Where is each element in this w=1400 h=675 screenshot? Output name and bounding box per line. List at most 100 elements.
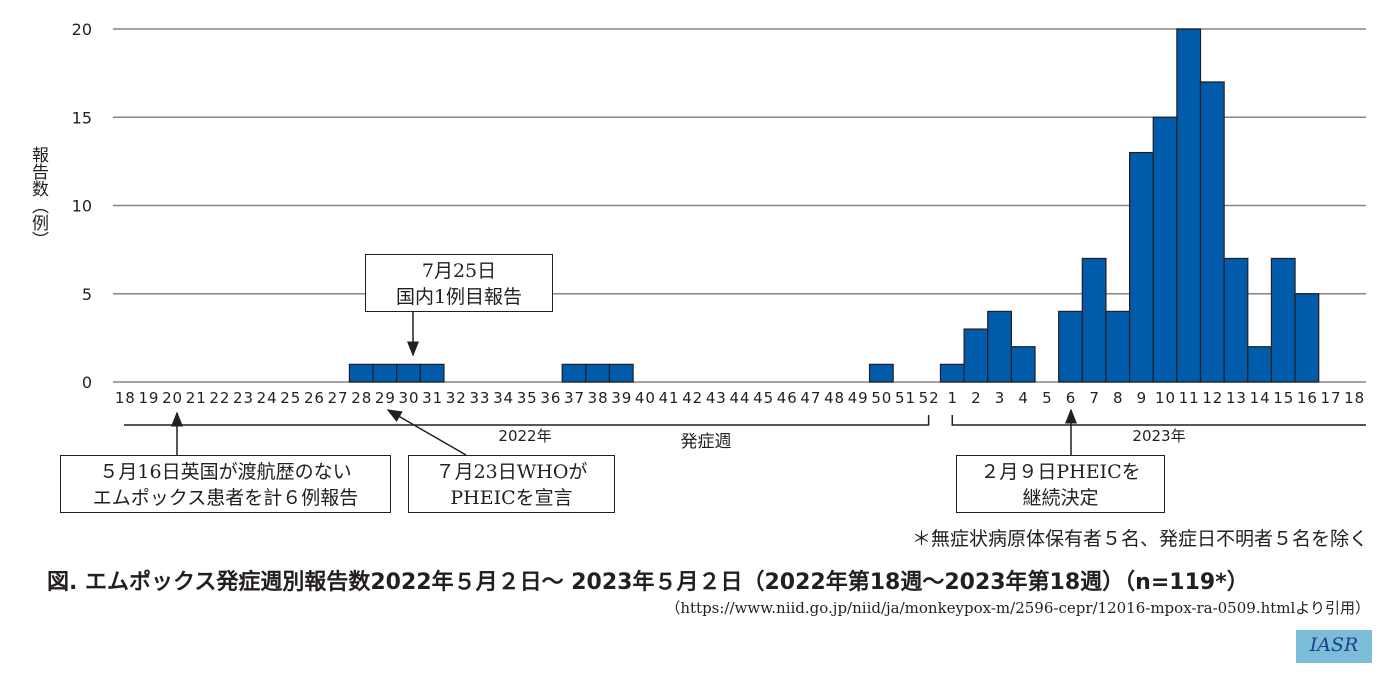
bar-week-3: [987, 310, 1012, 383]
x-tick-label: 50: [871, 389, 891, 407]
x-tick-label: 3: [995, 389, 1005, 407]
annotation-line: PHEICを宣言: [450, 487, 573, 509]
bar-week-16: [1294, 293, 1320, 383]
x-tick-label: 41: [659, 389, 679, 407]
x-tick-label: 2: [971, 389, 981, 407]
x-tick-label: 46: [777, 389, 797, 407]
bar-week-39: [608, 363, 634, 383]
x-tick-label: 44: [730, 389, 750, 407]
bar-week-30: [396, 363, 421, 383]
bar-week-29: [372, 363, 398, 383]
x-tick-label: 36: [540, 389, 560, 407]
x-tick-label: 18: [115, 389, 135, 407]
y-axis-label: 報告数（例）: [28, 146, 48, 248]
x-tick-label: 48: [824, 389, 844, 407]
x-tick-label: 51: [895, 389, 915, 407]
x-tick-label: 39: [611, 389, 631, 407]
bar-week-7: [1081, 257, 1107, 383]
annotation-line: 7月25日: [421, 260, 497, 282]
annotation-line: 継続決定: [1022, 487, 1099, 509]
x-tick-label: 7: [1089, 389, 1099, 407]
bar-week-8: [1105, 310, 1131, 383]
x-tick-label: 1: [948, 389, 958, 407]
x-tick-label: 26: [304, 389, 324, 407]
x-tick-label: 31: [422, 389, 442, 407]
bar-week-38: [585, 363, 611, 383]
annotation-uk-report: ５月16日英国が渡航歴のない エムポックス患者を計６例報告: [60, 455, 391, 513]
year-bracket-2023: [951, 415, 1366, 426]
annotation-who-pheic: ７月23日WHOが PHEICを宣言: [408, 455, 615, 513]
bar-week-1: [939, 363, 965, 383]
y-tick-label: 20: [72, 20, 92, 39]
x-tick-label: 35: [517, 389, 537, 407]
x-tick-label: 49: [848, 389, 868, 407]
x-tick-label: 29: [375, 389, 395, 407]
x-tick-label: 24: [257, 389, 277, 407]
footnote: ＊無症状病原体保有者５名、発症日不明者５名を除く: [911, 528, 1368, 550]
x-tick-label: 15: [1273, 389, 1293, 407]
x-tick-label: 28: [351, 389, 371, 407]
x-tick-label: 40: [635, 389, 655, 407]
year-label-2023: 2023年: [1132, 427, 1185, 445]
y-tick-label: 0: [82, 373, 92, 392]
x-tick-label: 16: [1297, 389, 1317, 407]
x-tick-label: 30: [399, 389, 419, 407]
bar-week-14: [1247, 346, 1273, 383]
x-tick-label: 33: [469, 389, 489, 407]
figure-title: 図. エムポックス発症週別報告数2022年５月２日～ 2023年５月２日（202…: [47, 570, 1249, 595]
bar-week-6: [1058, 310, 1083, 383]
x-tick-label: 43: [706, 389, 726, 407]
bar-week-13: [1223, 257, 1249, 383]
x-tick-label: 21: [186, 389, 206, 407]
x-tick-label: 9: [1137, 389, 1147, 407]
x-tick-label: 8: [1113, 389, 1123, 407]
bar-week-28: [348, 363, 374, 383]
source-citation: （https://www.niid.go.jp/niid/ja/monkeypo…: [665, 599, 1370, 617]
annotation-line: エムポックス患者を計６例報告: [92, 487, 359, 509]
x-tick-label: 4: [1018, 389, 1028, 407]
x-tick-label: 6: [1066, 389, 1076, 407]
annotation-line: ７月23日WHOが: [435, 461, 588, 483]
annotation-line: ２月９日PHEICを: [980, 461, 1141, 483]
x-tick-label: 14: [1250, 389, 1270, 407]
iasr-logo: IASR: [1296, 630, 1372, 663]
x-tick-label: 17: [1321, 389, 1341, 407]
x-tick-label: 22: [209, 389, 229, 407]
bar-week-12: [1199, 81, 1225, 383]
year-bracket-2022: [124, 415, 930, 426]
bar-week-9: [1128, 151, 1154, 383]
y-tick-label: 15: [72, 108, 92, 127]
x-tick-label: 52: [919, 389, 939, 407]
bar-week-10: [1152, 116, 1178, 383]
x-tick-label: 45: [753, 389, 773, 407]
x-tick-label: 34: [493, 389, 513, 407]
x-tick-label: 32: [446, 389, 466, 407]
bar-week-2: [963, 328, 989, 383]
bar-week-4: [1010, 346, 1036, 383]
bar-week-37: [561, 363, 587, 383]
y-tick-label: 10: [72, 197, 92, 216]
x-tick-label: 20: [162, 389, 182, 407]
x-tick-label: 38: [588, 389, 608, 407]
annotation-line: 国内1例目報告: [395, 286, 523, 308]
x-tick-label: 47: [800, 389, 820, 407]
x-axis-label: 発症週: [681, 432, 732, 452]
annotation-first-domestic-case: 7月25日 国内1例目報告: [365, 254, 553, 312]
x-tick-label: 5: [1042, 389, 1052, 407]
y-tick-label: 5: [82, 285, 92, 304]
x-tick-label: 10: [1155, 389, 1175, 407]
year-label-2022: 2022年: [498, 427, 551, 445]
annotation-line: ５月16日英国が渡航歴のない: [99, 461, 352, 483]
x-tick-label: 27: [328, 389, 348, 407]
x-tick-label: 23: [233, 389, 253, 407]
x-tick-label: 37: [564, 389, 584, 407]
x-tick-label: 19: [138, 389, 158, 407]
bar-week-11: [1176, 28, 1202, 383]
annotation-pheic-continued: ２月９日PHEICを 継続決定: [956, 455, 1165, 513]
x-tick-label: 25: [280, 389, 300, 407]
x-tick-label: 12: [1202, 389, 1222, 407]
x-tick-label: 18: [1344, 389, 1364, 407]
x-tick-label: 42: [682, 389, 702, 407]
x-tick-label: 13: [1226, 389, 1246, 407]
